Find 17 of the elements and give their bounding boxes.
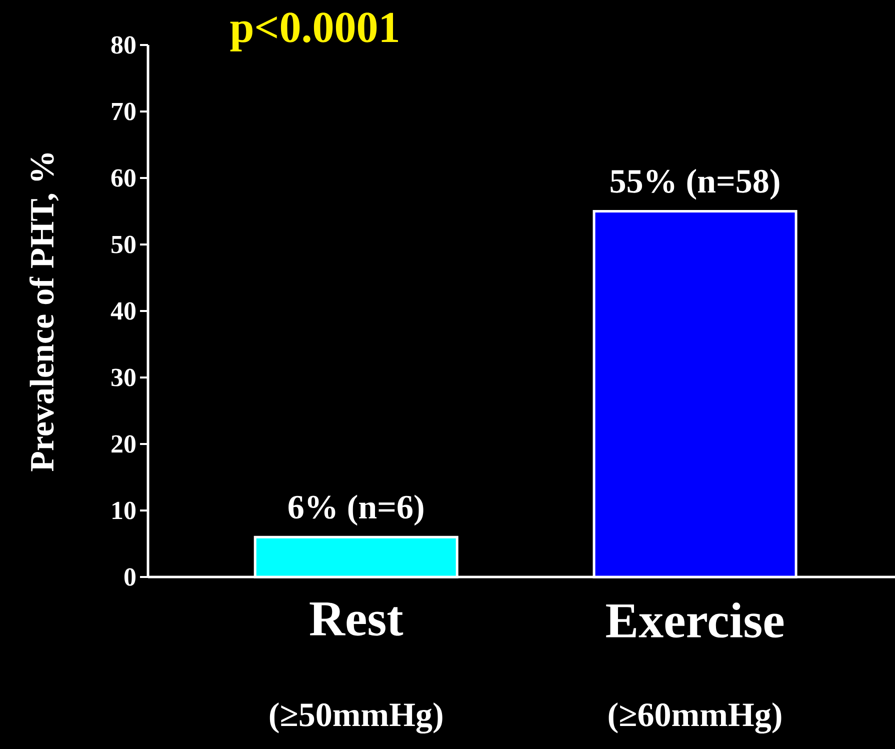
y-tick-label: 40 xyxy=(110,302,136,320)
y-tick-label: 50 xyxy=(112,236,136,254)
y-tick-label: 0 xyxy=(124,568,136,586)
chart-title: p<0.0001 xyxy=(230,12,398,52)
text: (≥50mmHg) xyxy=(270,702,442,734)
y-tick-label: 30 xyxy=(111,368,136,386)
y-tick-label: 70 xyxy=(112,102,136,120)
y-tick-label: 60 xyxy=(111,169,136,187)
x-tick-label: Exercise xyxy=(606,602,784,638)
data-label: 55% (n=58) xyxy=(610,168,780,200)
x-tick-label: Rest xyxy=(310,602,404,636)
data-label: 6% (n=6) xyxy=(288,494,424,526)
y-tick-label: 20 xyxy=(112,435,136,453)
y-axis-title: Prevalence of PHT, % xyxy=(29,153,59,472)
y-tick-label: 10 xyxy=(112,502,136,520)
y-tick-label: 80 xyxy=(111,36,136,54)
text: (≥60mmHg) xyxy=(608,702,782,734)
